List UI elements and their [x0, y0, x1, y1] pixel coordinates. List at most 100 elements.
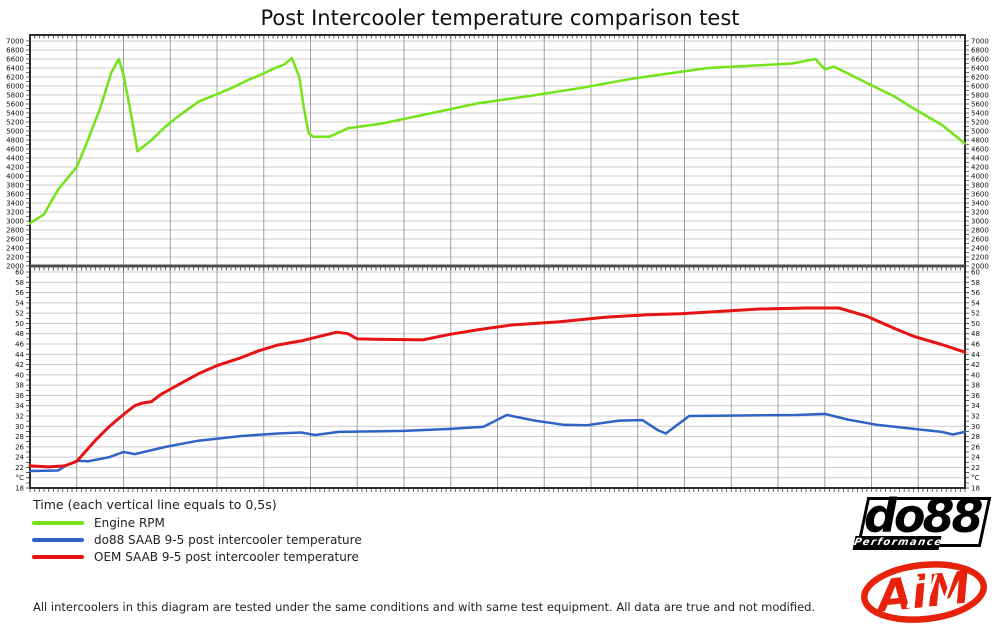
svg-text:52: 52	[15, 310, 24, 318]
svg-text:°C: °C	[16, 474, 25, 482]
svg-text:6200: 6200	[971, 74, 989, 82]
svg-text:3400: 3400	[971, 200, 989, 208]
svg-text:6600: 6600	[6, 56, 24, 64]
svg-text:3200: 3200	[971, 209, 989, 217]
legend-item-engine-rpm: Engine RPM	[32, 514, 362, 531]
series-line-do88-saab-9-5-post-intercooler-temperature	[28, 412, 967, 473]
svg-text:5200: 5200	[6, 119, 24, 127]
svg-text:7000: 7000	[6, 38, 24, 46]
svg-text:30: 30	[971, 423, 980, 431]
do88-temp-swatch	[32, 537, 84, 542]
svg-text:42: 42	[15, 361, 24, 369]
svg-text:48: 48	[971, 330, 980, 338]
svg-text:3800: 3800	[6, 182, 24, 190]
svg-text:60: 60	[15, 269, 24, 277]
svg-text:26: 26	[971, 443, 980, 451]
svg-text:32: 32	[15, 413, 24, 421]
engine-rpm-swatch	[32, 520, 84, 525]
svg-text:4000: 4000	[6, 173, 24, 181]
svg-text:36: 36	[15, 392, 24, 400]
svg-text:3600: 3600	[6, 191, 24, 199]
svg-text:2400: 2400	[971, 245, 989, 253]
svg-text:46: 46	[971, 341, 980, 349]
svg-text:6800: 6800	[6, 47, 24, 55]
svg-text:5600: 5600	[6, 101, 24, 109]
svg-text:34: 34	[15, 402, 24, 410]
svg-text:6400: 6400	[6, 65, 24, 73]
svg-text:6200: 6200	[6, 74, 24, 82]
svg-text:3600: 3600	[971, 191, 989, 199]
svg-text:44: 44	[971, 351, 980, 359]
page-title: Post Intercooler temperature comparison …	[260, 6, 740, 30]
svg-text:5000: 5000	[971, 128, 989, 136]
svg-text:2000: 2000	[6, 263, 24, 271]
svg-text:2600: 2600	[971, 236, 989, 244]
svg-text:6600: 6600	[971, 56, 989, 64]
svg-text:5600: 5600	[971, 101, 989, 109]
svg-text:4800: 4800	[971, 137, 989, 145]
svg-text:3200: 3200	[6, 209, 24, 217]
svg-text:5400: 5400	[6, 110, 24, 118]
series-line-engine-rpm	[28, 56, 967, 225]
svg-text:42: 42	[971, 361, 980, 369]
svg-text:30: 30	[15, 423, 24, 431]
plot-border	[29, 34, 966, 489]
svg-text:3800: 3800	[971, 182, 989, 190]
svg-text:56: 56	[15, 289, 24, 297]
svg-text:4200: 4200	[6, 164, 24, 172]
svg-text:2400: 2400	[6, 245, 24, 253]
svg-text:2800: 2800	[6, 227, 24, 235]
legend-item-do88-temp: do88 SAAB 9-5 post intercooler temperatu…	[32, 531, 362, 548]
svg-text:58: 58	[971, 279, 980, 287]
svg-text:4200: 4200	[971, 164, 989, 172]
legend-item-oem-temp: OEM SAAB 9-5 post intercooler temperatur…	[32, 548, 362, 565]
svg-text:18: 18	[15, 485, 24, 493]
svg-text:4400: 4400	[971, 155, 989, 163]
svg-text:36: 36	[971, 392, 980, 400]
svg-text:24: 24	[15, 454, 24, 462]
svg-text:7000: 7000	[971, 38, 989, 46]
chart-area: 7000 7000 6800 6800 6600 6600 6400 6400 6200 6200…	[6, 34, 989, 493]
svg-text:40: 40	[15, 371, 24, 379]
legend-label: OEM SAAB 9-5 post intercooler temperatur…	[94, 549, 359, 564]
temperature-axis-labels: 60 60 58 58 56 56 54 54 52 52 50 50 48 48 46 46 44 44 42 42…	[15, 269, 980, 493]
value-minor-ticks	[26, 40, 969, 489]
svg-text:22: 22	[971, 464, 980, 472]
chart-legend: Engine RPM do88 SAAB 9-5 post intercoole…	[32, 514, 362, 565]
svg-text:60: 60	[971, 269, 980, 277]
svg-text:2600: 2600	[6, 236, 24, 244]
svg-text:54: 54	[15, 299, 24, 307]
aim-logo-text: AiM	[872, 562, 973, 623]
svg-text:5800: 5800	[971, 92, 989, 100]
time-axis-note: Time (each vertical line equals to 0,5s)	[33, 497, 277, 512]
svg-text:5800: 5800	[6, 92, 24, 100]
svg-text:3400: 3400	[6, 200, 24, 208]
aim-logo-ellipse	[861, 561, 987, 623]
svg-text:2000: 2000	[971, 263, 989, 271]
svg-text:48: 48	[15, 330, 24, 338]
svg-text:52: 52	[971, 310, 980, 318]
disclaimer-text: All intercoolers in this diagram are tes…	[33, 600, 816, 614]
svg-text:26: 26	[15, 443, 24, 451]
legend-label: do88 SAAB 9-5 post intercooler temperatu…	[94, 532, 362, 547]
svg-text:3000: 3000	[971, 218, 989, 226]
svg-text:2200: 2200	[971, 254, 989, 262]
svg-text:44: 44	[15, 351, 24, 359]
svg-text:38: 38	[971, 382, 980, 390]
svg-text:4600: 4600	[971, 146, 989, 154]
svg-text:38: 38	[15, 382, 24, 390]
svg-text:22: 22	[15, 464, 24, 472]
svg-text:28: 28	[15, 433, 24, 441]
do88-logo-text: do88	[864, 489, 984, 543]
svg-text:6800: 6800	[971, 47, 989, 55]
svg-text:6400: 6400	[971, 65, 989, 73]
svg-text:50: 50	[15, 320, 24, 328]
svg-text:°C: °C	[971, 474, 980, 482]
svg-text:4000: 4000	[971, 173, 989, 181]
svg-text:4800: 4800	[6, 137, 24, 145]
svg-text:40: 40	[971, 371, 980, 379]
svg-text:46: 46	[15, 341, 24, 349]
svg-text:4600: 4600	[6, 146, 24, 154]
